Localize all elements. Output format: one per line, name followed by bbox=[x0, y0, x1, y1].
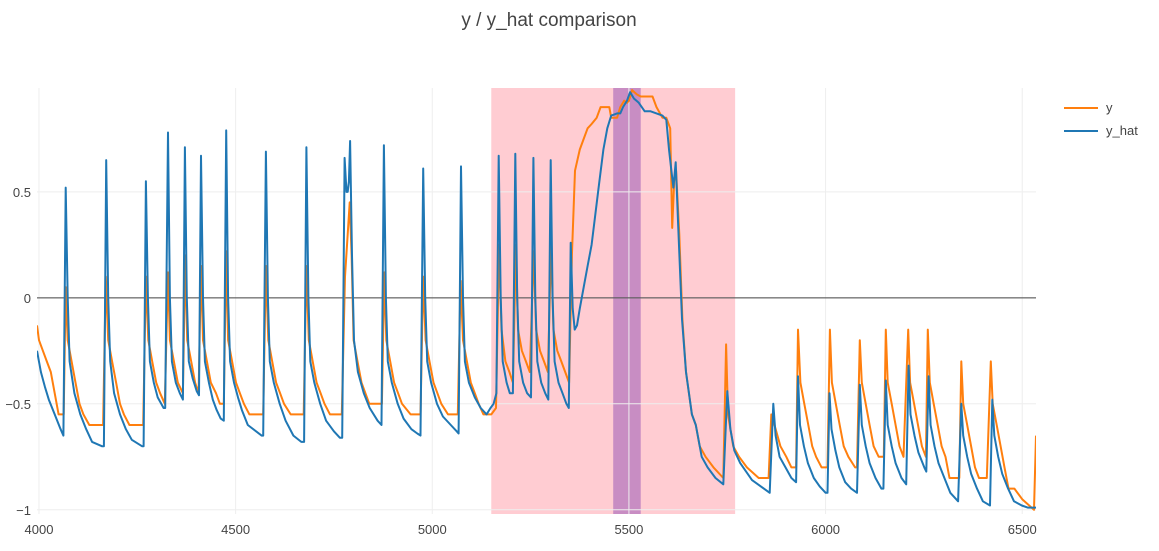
y-axis-ticks: −1 −0.5 0 0.5 bbox=[5, 185, 31, 518]
x-tick-label: 6000 bbox=[811, 522, 840, 537]
x-tick-label: 4000 bbox=[25, 522, 54, 537]
legend-item-y[interactable]: y bbox=[1064, 100, 1113, 115]
highlight-region-2 bbox=[613, 88, 641, 514]
legend[interactable]: y y_hat bbox=[1064, 100, 1138, 138]
series-line-y-hat bbox=[37, 91, 1036, 509]
highlight-regions bbox=[491, 88, 736, 514]
series-lines bbox=[37, 89, 1036, 511]
x-axis-ticks: 4000 4500 5000 5500 6000 6500 bbox=[25, 522, 1037, 537]
legend-item-y-hat[interactable]: y_hat bbox=[1064, 123, 1138, 138]
y-tick-label: 0 bbox=[24, 291, 31, 306]
x-tick-label: 4500 bbox=[221, 522, 250, 537]
x-tick-label: 5500 bbox=[614, 522, 643, 537]
y-tick-label: 0.5 bbox=[13, 185, 31, 200]
y-tick-label: −0.5 bbox=[5, 397, 31, 412]
x-tick-label: 6500 bbox=[1008, 522, 1037, 537]
y-tick-label: −1 bbox=[16, 503, 31, 518]
chart-title: y / y_hat comparison bbox=[461, 10, 636, 31]
legend-label: y bbox=[1106, 100, 1113, 115]
legend-label: y_hat bbox=[1106, 123, 1138, 138]
x-tick-label: 5000 bbox=[418, 522, 447, 537]
